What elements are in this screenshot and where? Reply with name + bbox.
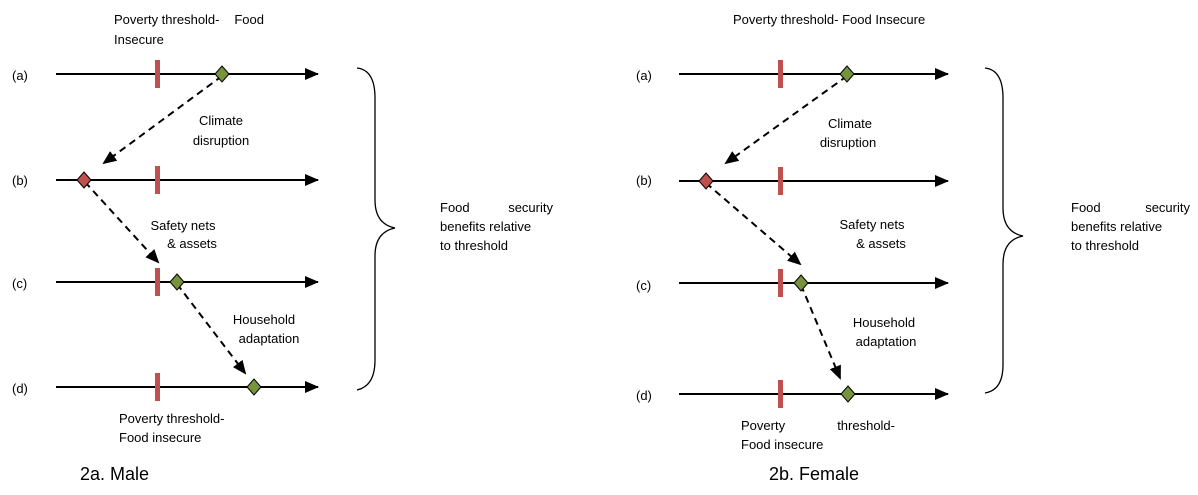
threshold-marker-a xyxy=(778,60,783,88)
row-label-d: (d) xyxy=(12,381,28,396)
row-label-b: (b) xyxy=(636,173,652,188)
threshold-label-bottom-line2: Food insecure xyxy=(741,437,823,452)
threshold-marker-d xyxy=(778,380,783,408)
threshold-marker-c xyxy=(155,268,160,296)
brace-label-word1: Food xyxy=(440,200,470,215)
transition-label-climate-line2: disruption xyxy=(193,133,249,148)
brace-label-line2: benefits relative xyxy=(1071,219,1162,234)
transition-label-climate-line1: Climate xyxy=(199,113,243,128)
transition-label-safety-line1: Safety nets xyxy=(839,217,905,232)
brace-label-line2: benefits relative xyxy=(440,219,531,234)
threshold-label-bottom-line1: Poverty threshold- xyxy=(119,411,225,426)
position-marker-c xyxy=(793,274,809,292)
transition-label-adaptation-line1: Household xyxy=(853,315,915,330)
threshold-label-bottom-line2: Food insecure xyxy=(119,430,201,445)
transition-arrow-adaptation xyxy=(176,283,247,375)
transition-arrow-adaptation xyxy=(800,284,841,380)
position-marker-b xyxy=(698,172,714,190)
threshold-label-top-part2: Food xyxy=(234,12,264,27)
panel-caption-female: 2b. Female xyxy=(769,464,859,484)
transition-arrow-safety-nets xyxy=(84,181,160,264)
row-label-c: (c) xyxy=(12,276,27,291)
position-marker-c xyxy=(169,273,185,291)
position-marker-b xyxy=(76,171,92,189)
transition-arrow-climate xyxy=(724,75,848,165)
position-marker-a xyxy=(214,65,230,83)
threshold-marker-b xyxy=(155,166,160,194)
transition-label-adaptation-line2: adaptation xyxy=(856,334,917,349)
threshold-label-top: Poverty threshold- Food Insecure xyxy=(733,12,925,27)
threshold-label-top-part1: Poverty threshold- xyxy=(114,12,220,27)
transition-label-climate-line1: Climate xyxy=(828,116,872,131)
brace-label-word1: Food xyxy=(1071,200,1101,215)
position-marker-d xyxy=(246,378,262,396)
threshold-marker-d xyxy=(155,373,160,401)
transition-label-safety-line2: & assets xyxy=(856,236,906,251)
row-label-c: (c) xyxy=(636,278,651,293)
row-label-a: (a) xyxy=(636,68,652,83)
transition-arrow-climate xyxy=(102,75,223,165)
brace-label-word2: security xyxy=(508,200,553,215)
transition-label-climate-line2: disruption xyxy=(820,135,876,150)
transition-label-safety-line2: & assets xyxy=(167,236,217,251)
transition-label-adaptation-line2: adaptation xyxy=(239,331,300,346)
row-label-d: (d) xyxy=(636,388,652,403)
threshold-marker-b xyxy=(778,167,783,195)
transition-arrow-safety-nets xyxy=(705,182,802,266)
brace-label-word2: security xyxy=(1145,200,1190,215)
threshold-marker-c xyxy=(778,269,783,297)
panel-female: Poverty threshold- Food Insecure (a) (b)… xyxy=(636,12,1190,484)
panel-caption-male: 2a. Male xyxy=(80,464,149,484)
grouping-brace xyxy=(356,67,396,391)
threshold-label-top-part3: Insecure xyxy=(114,32,164,47)
panel-male: Poverty threshold- Food Insecure (a) (b)… xyxy=(12,12,553,484)
brace-label-line3: to threshold xyxy=(440,238,508,253)
threshold-label-bottom-part1: Poverty xyxy=(741,418,786,433)
transition-label-safety-line1: Safety nets xyxy=(150,218,216,233)
grouping-brace xyxy=(984,67,1024,394)
row-label-a: (a) xyxy=(12,68,28,83)
position-marker-d xyxy=(840,385,856,403)
transition-label-adaptation-line1: Household xyxy=(233,312,295,327)
position-marker-a xyxy=(839,65,855,83)
row-label-b: (b) xyxy=(12,173,28,188)
threshold-marker-a xyxy=(155,60,160,88)
threshold-label-bottom-part2: threshold- xyxy=(837,418,895,433)
brace-label-line3: to threshold xyxy=(1071,238,1139,253)
